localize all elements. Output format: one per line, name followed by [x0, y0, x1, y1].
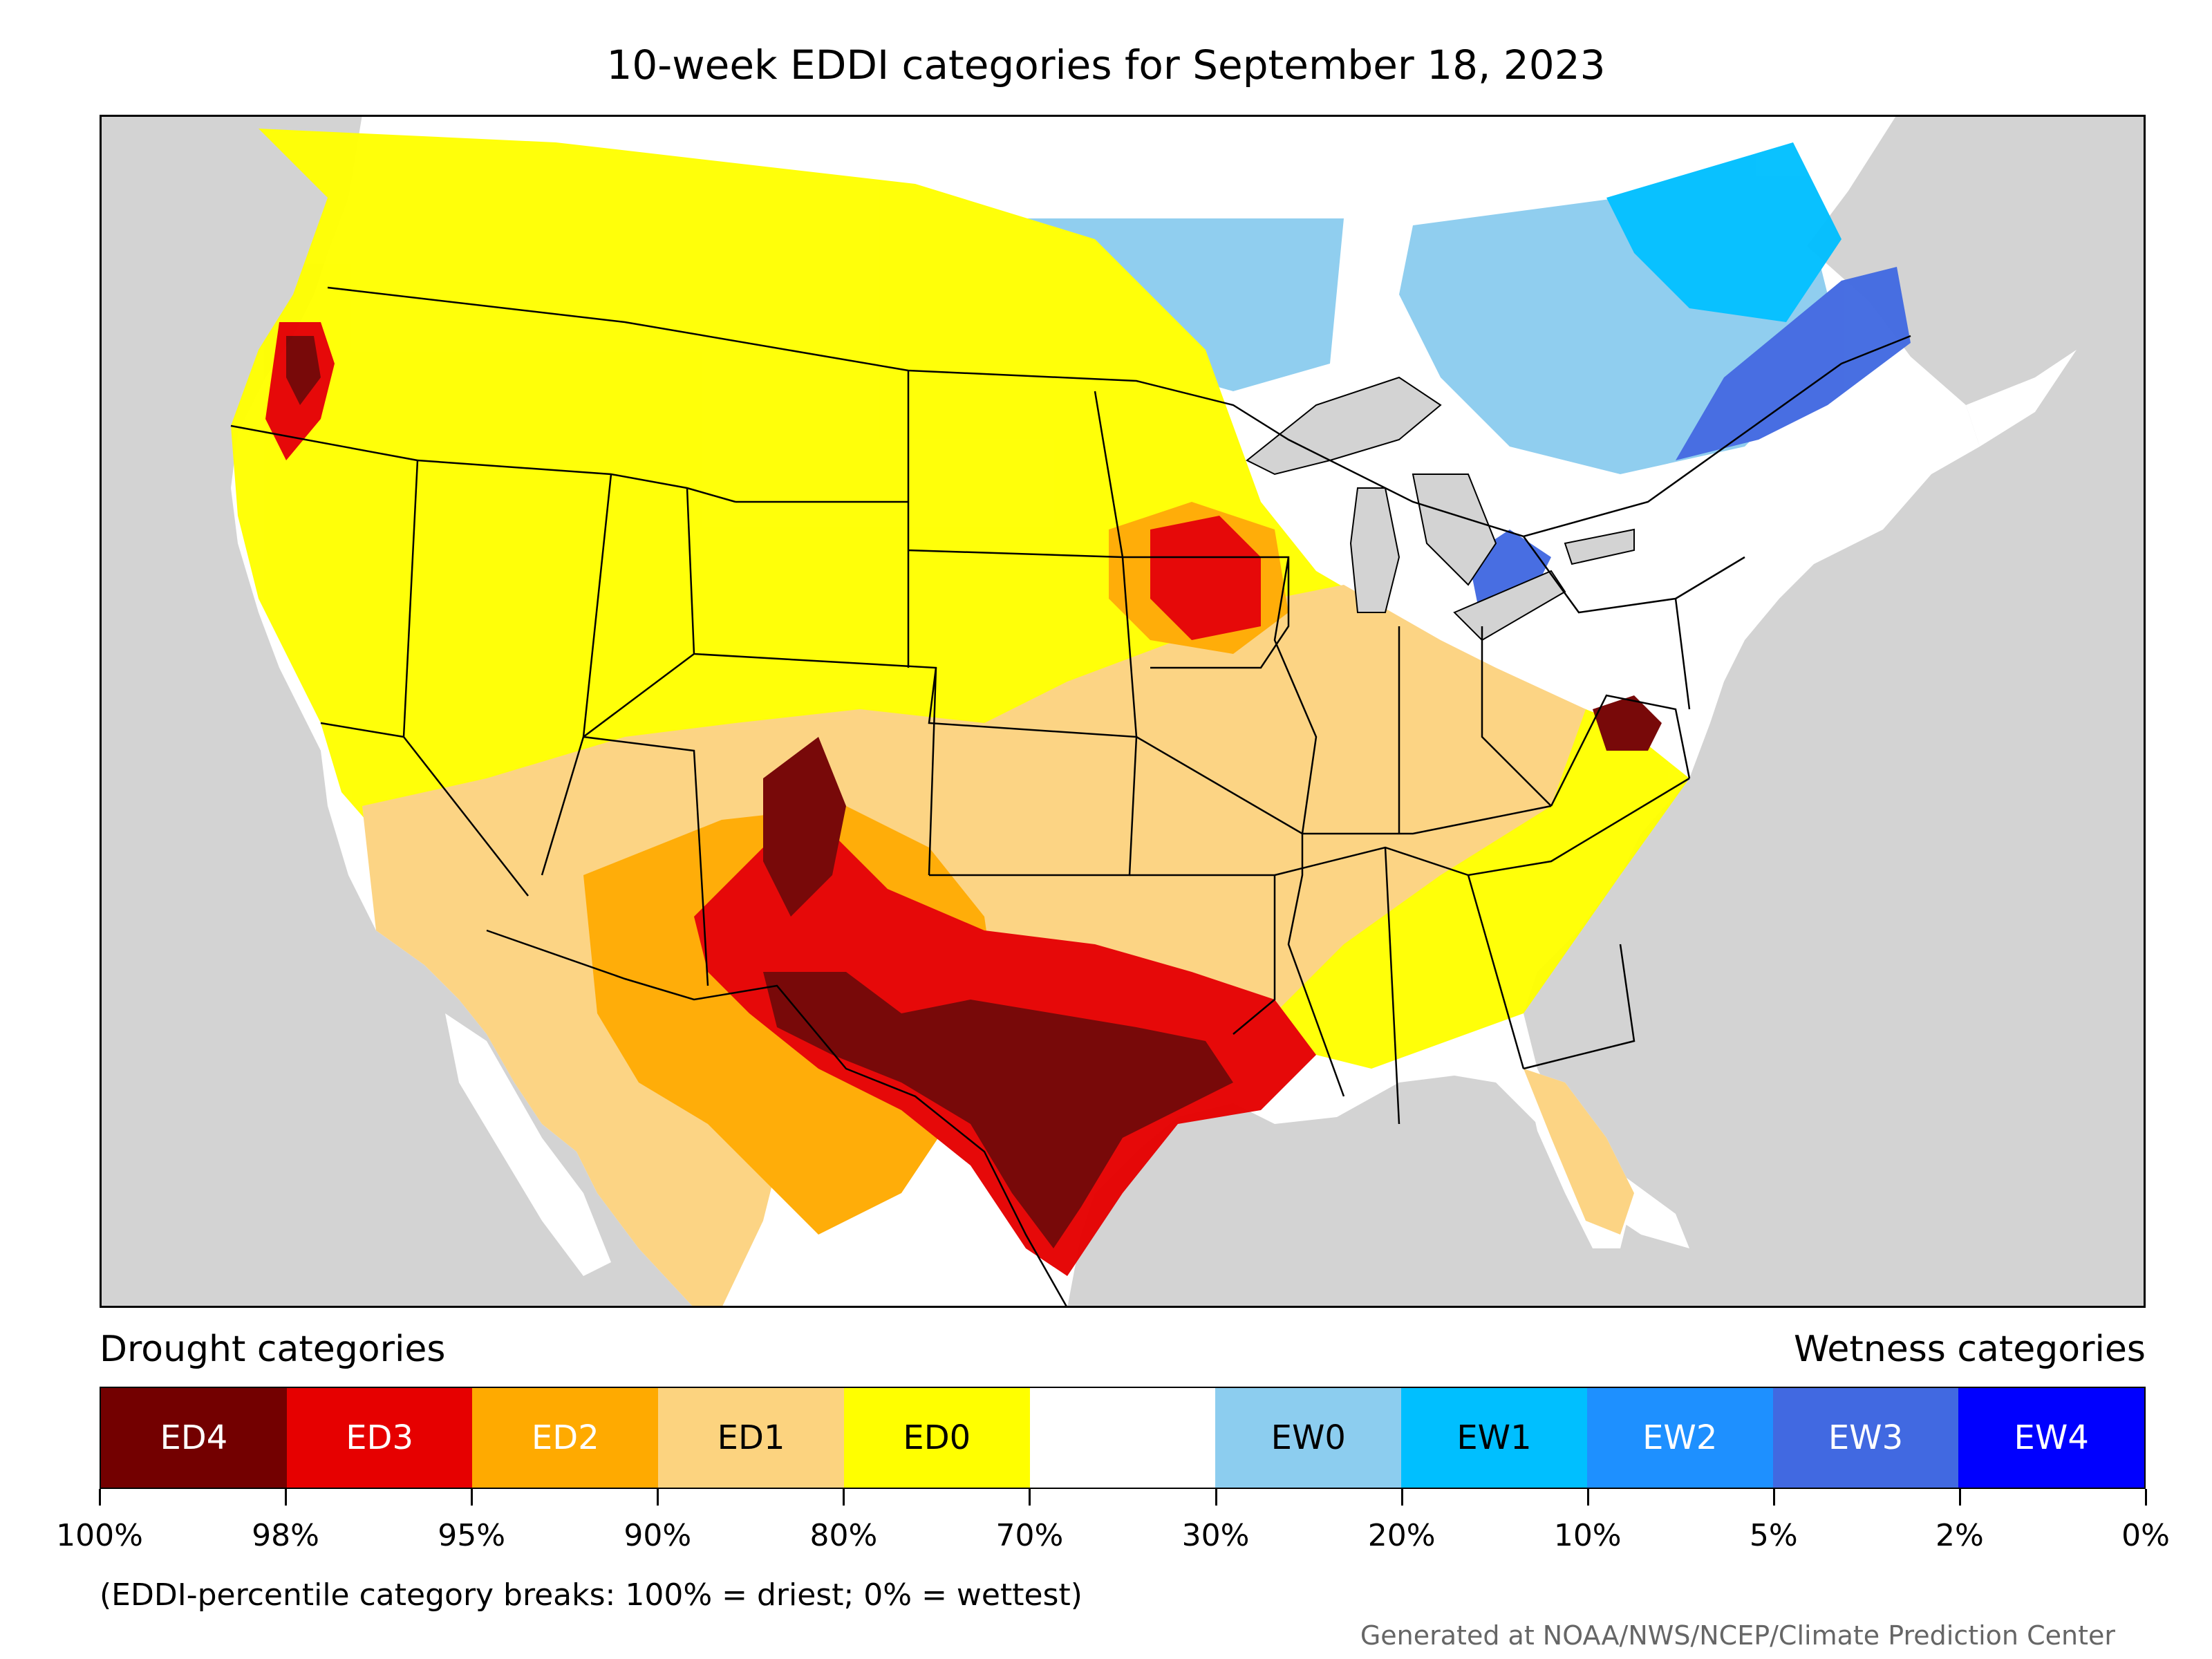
border-northeast-states [1522, 536, 1745, 807]
legend-tick [1586, 1489, 1589, 1506]
category-break-note: (EDDI-percentile category breaks: 100% =… [100, 1577, 1082, 1613]
legend-tick-label: 10% [1553, 1518, 1622, 1553]
ed4-region-texas [763, 972, 1233, 1248]
legend-tick [657, 1489, 659, 1506]
legend-tick [2145, 1489, 2147, 1506]
legend-tick-label: 98% [252, 1518, 319, 1553]
border-plains-states [735, 371, 1138, 877]
legend-tick [1215, 1489, 1217, 1506]
legend-tick-label: 2% [1936, 1518, 1984, 1553]
eddi-map [100, 115, 2146, 1308]
us-canada-border [327, 286, 1911, 538]
legend-swatch-ed2: ED2 [472, 1388, 659, 1488]
legend-tick-label: 0% [2121, 1518, 2170, 1553]
land-nova-scotia [1966, 350, 2077, 447]
legend-tick-label: 70% [995, 1518, 1064, 1553]
political-borders [230, 286, 1911, 1308]
legend-ticks [99, 1489, 2147, 1510]
legend-swatch-ew3: EW3 [1772, 1388, 1959, 1488]
legend-tick [1400, 1489, 1403, 1506]
legend-tick-label: 95% [438, 1518, 506, 1553]
legend-swatch-ew0: EW0 [1215, 1388, 1402, 1488]
map-frame [100, 115, 2146, 1308]
legend-swatch-ed0: ED0 [843, 1388, 1030, 1488]
border-southern-states [1130, 777, 1690, 1125]
border-mountain-states [417, 459, 937, 986]
ed4-region-virginia [1593, 695, 1662, 751]
border-westcoast-states [230, 424, 529, 897]
legend-swatch-ew1: EW1 [1401, 1388, 1587, 1488]
legend-tick [99, 1489, 101, 1506]
legend-tick-label: 90% [624, 1518, 692, 1553]
ew3-region-st-lawrence [1676, 267, 1911, 460]
ed4-region-oregon-coast [286, 336, 321, 405]
legend-swatch-ew4: EW4 [1958, 1388, 2145, 1488]
legend-swatch-ed1: ED1 [658, 1388, 844, 1488]
legend-tick-label: 30% [1181, 1518, 1250, 1553]
lake-ontario [1564, 528, 1635, 565]
legend-swatch-ed3: ED3 [286, 1388, 473, 1488]
lake-huron [1412, 474, 1497, 586]
great-lakes [1246, 376, 1635, 641]
category-legend: ED4 ED3 ED2 ED1 ED0 EW0 EW1 EW2 EW3 EW4 [100, 1387, 2146, 1489]
legend-swatch-ew2: EW2 [1586, 1388, 1773, 1488]
us-mexico-border [486, 929, 1069, 1308]
legend-swatch-neutral [1029, 1388, 1216, 1488]
legend-tick-label: 20% [1367, 1518, 1436, 1553]
legend-tick-label: 5% [1749, 1518, 1798, 1553]
border-midwest-states [1123, 556, 1552, 1097]
ed1-region-florida [1524, 1069, 1634, 1235]
legend-tick [1772, 1489, 1775, 1506]
legend-tick [1029, 1489, 1031, 1506]
legend-tick [285, 1489, 288, 1506]
legend-tick-label: 100% [56, 1518, 143, 1553]
land-baja-california [445, 1013, 611, 1276]
ed4-region-new-mexico [763, 737, 846, 917]
lake-erie [1453, 570, 1566, 641]
map-title: 10-week EDDI categories for September 18… [606, 41, 1606, 88]
legend-tick [471, 1489, 474, 1506]
legend-tick [1958, 1489, 1961, 1506]
wetness-categories-heading: Wetness categories [1794, 1329, 2146, 1370]
drought-categories-heading: Drought categories [100, 1329, 446, 1370]
legend-swatch-ed4: ED4 [101, 1388, 287, 1488]
lake-superior [1246, 376, 1442, 476]
ed3-region-iowa [1150, 516, 1261, 640]
legend-tick-label: 80% [809, 1518, 878, 1553]
credit-line: Generated at NOAA/NWS/NCEP/Climate Predi… [1360, 1620, 2115, 1651]
legend-tick [843, 1489, 845, 1506]
ew1-region-quebec [1606, 142, 1841, 322]
